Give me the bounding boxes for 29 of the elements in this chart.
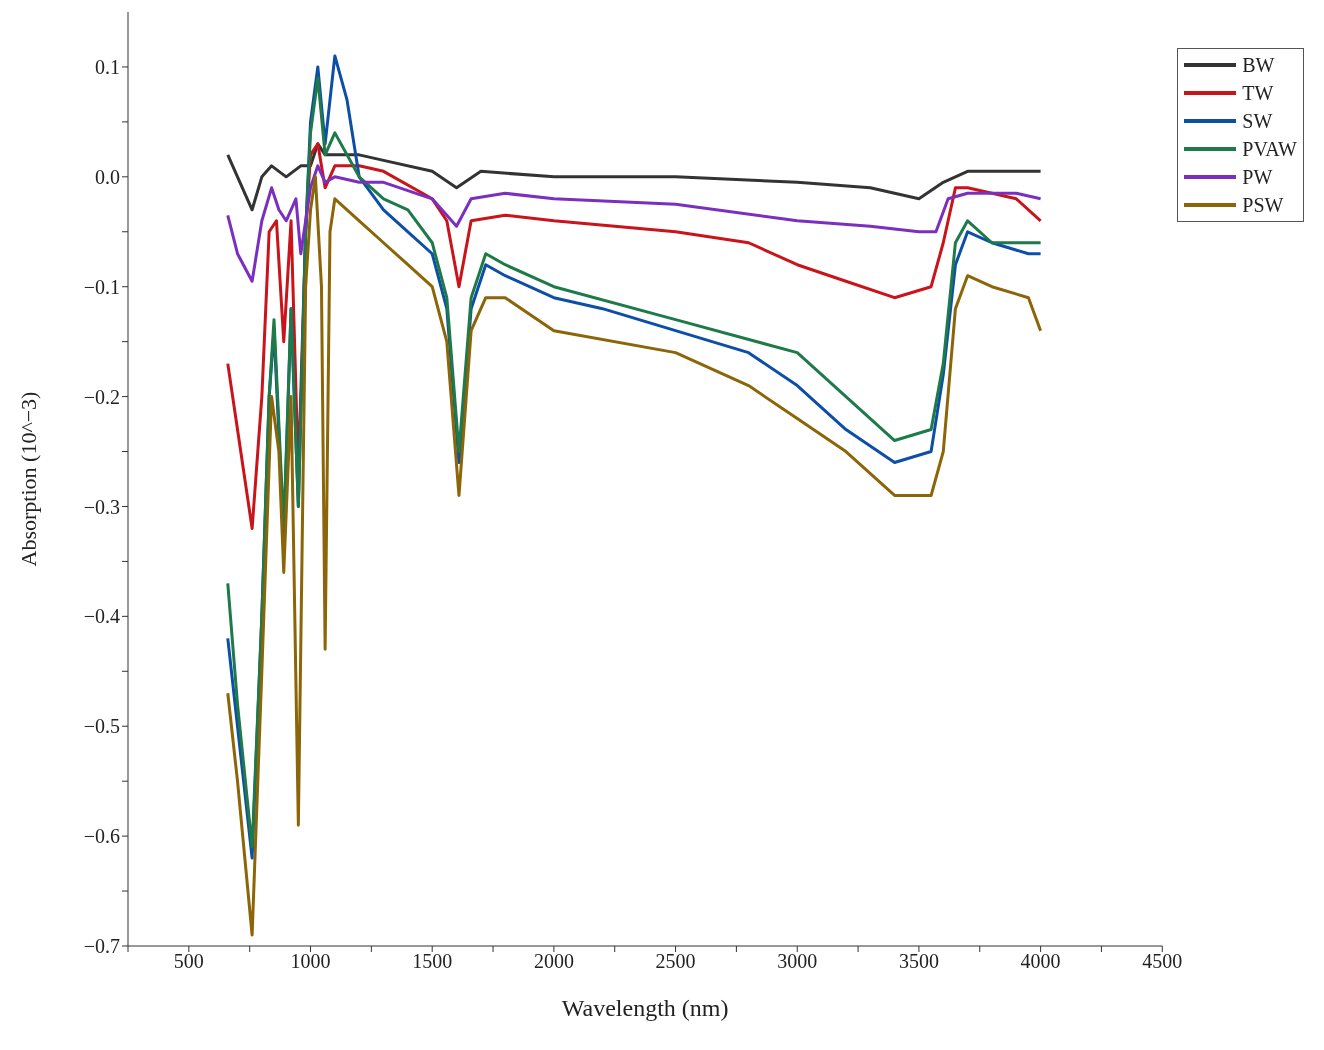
- legend-label: PVAW: [1242, 137, 1297, 161]
- y-tick-label: 0.1: [95, 56, 120, 79]
- line-series: [226, 164, 1043, 283]
- y-tick-label: 0.0: [95, 165, 120, 188]
- y-tick-label: −0.1: [83, 275, 120, 298]
- y-tick-label: −0.6: [83, 825, 120, 848]
- x-tick-label: 3500: [898, 950, 939, 973]
- x-tick-label: 3000: [777, 950, 818, 973]
- x-tick-label: 2500: [655, 950, 696, 973]
- line-series: [226, 175, 1043, 937]
- x-axis-title: Wavelength (nm): [561, 995, 729, 1021]
- x-tick-label: 4500: [1142, 950, 1183, 973]
- y-tick-label: −0.2: [83, 385, 120, 408]
- x-tick-label: 1000: [290, 950, 331, 973]
- x-tick-label: 4000: [1020, 950, 1061, 973]
- y-tick-label: −0.7: [83, 935, 120, 958]
- x-tick-label: 1500: [412, 950, 453, 973]
- legend-label: SW: [1242, 109, 1273, 133]
- legend-label: BW: [1242, 53, 1275, 77]
- line-series: [226, 142, 1043, 212]
- x-tick-label: 2000: [533, 950, 574, 973]
- legend-label: PW: [1242, 165, 1273, 189]
- y-axis-title: Absorption (10^−3): [15, 391, 41, 567]
- y-tick-label: −0.5: [83, 715, 120, 738]
- x-tick-label: 500: [173, 950, 204, 973]
- legend-label: TW: [1242, 81, 1274, 105]
- y-tick-label: −0.3: [83, 495, 120, 518]
- y-tick-label: −0.4: [83, 605, 120, 628]
- legend-label: PSW: [1242, 193, 1284, 217]
